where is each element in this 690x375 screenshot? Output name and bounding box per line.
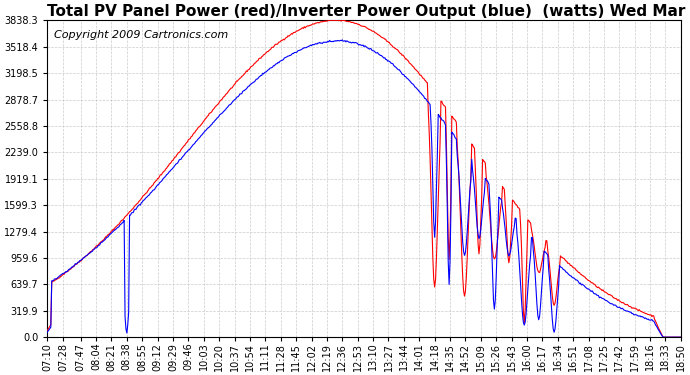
Text: Total PV Panel Power (red)/Inverter Power Output (blue)  (watts) Wed Mar 11 18:5: Total PV Panel Power (red)/Inverter Powe… — [47, 4, 690, 19]
Text: Copyright 2009 Cartronics.com: Copyright 2009 Cartronics.com — [54, 30, 228, 40]
